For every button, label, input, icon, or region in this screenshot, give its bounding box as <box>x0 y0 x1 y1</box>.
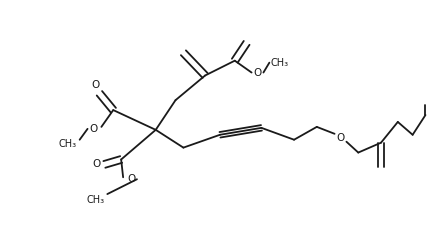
Text: O: O <box>92 159 100 169</box>
Text: CH₃: CH₃ <box>59 139 77 149</box>
Text: O: O <box>89 124 97 134</box>
Text: CH₃: CH₃ <box>87 195 104 205</box>
Text: O: O <box>127 174 135 184</box>
Text: O: O <box>91 80 100 90</box>
Text: CH₃: CH₃ <box>270 58 288 68</box>
Text: O: O <box>253 68 262 78</box>
Text: O: O <box>336 133 345 143</box>
